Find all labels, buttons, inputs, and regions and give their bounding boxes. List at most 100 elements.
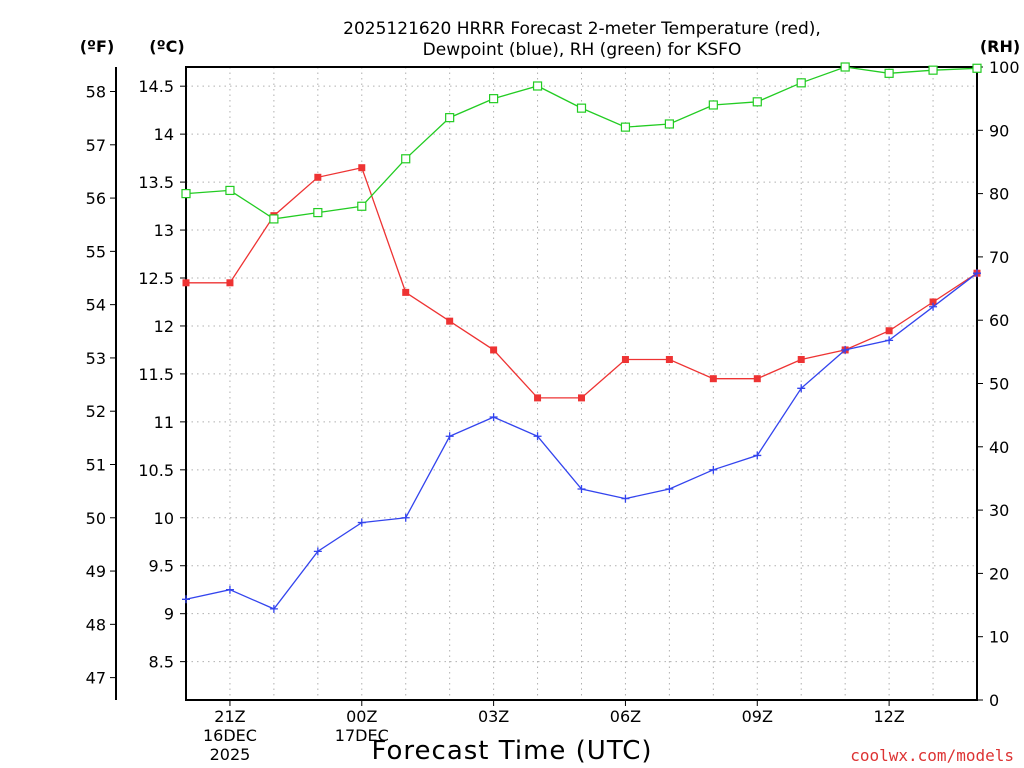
rh-point — [796, 78, 806, 88]
chart-title-line2: Dewpoint (blue), RH (green) for KSFO — [423, 40, 742, 60]
dewpoint-point — [489, 413, 498, 422]
fahrenheit-tick-label: 53 — [86, 349, 106, 368]
dewpoint-point — [577, 485, 586, 493]
celsius-tick-label: 12 — [154, 317, 174, 336]
rh-point — [445, 113, 455, 123]
dewpoint-point — [665, 485, 674, 493]
rh-point — [269, 214, 279, 224]
rh-point — [181, 189, 191, 199]
celsius-tick-label: 9.5 — [149, 557, 174, 576]
fahrenheit-tick-label: 56 — [86, 189, 106, 208]
rh-unit-label: (RH) — [980, 37, 1020, 56]
temperature-point — [182, 279, 190, 287]
temperature-point — [490, 346, 498, 354]
dewpoint-point — [445, 432, 454, 441]
rh-point — [225, 185, 235, 196]
fahrenheit-tick-label: 50 — [86, 509, 106, 528]
time-tick-label: 12Z — [873, 707, 904, 726]
fahrenheit-ticks: 47 48 49 50 51 52 53 54 55 56 57 58 — [86, 83, 116, 688]
credit-text: coolwx.com/models — [850, 746, 1014, 765]
temperature-point — [929, 298, 937, 306]
rh-point — [357, 201, 367, 211]
temperature-point — [885, 327, 893, 335]
fahrenheit-tick-label: 48 — [86, 615, 106, 634]
celsius-tick-label: 11.5 — [138, 365, 174, 384]
rh-point — [401, 154, 411, 164]
temperature-point — [797, 356, 805, 364]
rh-point — [576, 103, 587, 113]
temperature-point — [621, 356, 629, 364]
celsius-tick-label: 8.5 — [149, 653, 174, 672]
rh-tick-label: 70 — [989, 248, 1009, 267]
rh-tick-label: 40 — [989, 438, 1009, 457]
dewpoint-point — [313, 547, 322, 556]
time-tick-label: 09Z — [742, 707, 773, 726]
chart-title-line1: 2025121620 HRRR Forecast 2-meter Tempera… — [343, 19, 821, 39]
dewpoint-point — [401, 513, 410, 522]
rh-point — [664, 119, 674, 129]
rh-tick-label: 50 — [989, 375, 1009, 394]
fahrenheit-tick-label: 55 — [86, 242, 106, 261]
rh-tick-label: 60 — [989, 311, 1009, 330]
dewpoint-point — [797, 384, 806, 393]
time-tick-label: 06Z — [610, 707, 641, 726]
time-tick-label: 00Z — [346, 707, 377, 726]
rh-point — [928, 65, 938, 75]
celsius-tick-label: 10 — [154, 509, 174, 528]
series-dewpoint — [182, 269, 981, 613]
rh-tick-label: 10 — [989, 628, 1009, 647]
fahrenheit-tick-label: 49 — [86, 562, 106, 581]
celsius-tick-label: 14 — [154, 125, 174, 144]
gridlines — [186, 67, 977, 700]
rh-point — [972, 63, 982, 73]
fahrenheit-tick-label: 51 — [86, 455, 106, 474]
rh-point — [489, 94, 499, 104]
temperature-point — [446, 317, 454, 325]
celsius-ticks: 8.5 9 9.5 10 10.5 11 11.5 12 12.5 13 13.5 14 14.5 — [138, 77, 186, 672]
celsius-tick-label: 10.5 — [138, 461, 174, 480]
fahrenheit-tick-label: 57 — [86, 136, 106, 155]
rh-point — [532, 81, 543, 91]
dewpoint-point — [225, 585, 234, 594]
rh-tick-label: 80 — [989, 185, 1009, 204]
time-tick-label: 21Z — [214, 707, 245, 726]
x-axis-title: Forecast Time (UTC) — [371, 736, 652, 766]
rh-tick-label: 100 — [989, 58, 1020, 77]
fahrenheit-unit-label: (ºF) — [80, 37, 115, 56]
temperature-point — [578, 394, 585, 402]
rh-point — [620, 122, 631, 132]
temperature-point — [709, 375, 717, 383]
temperature-point — [753, 375, 761, 383]
dewpoint-point — [973, 269, 981, 278]
celsius-tick-label: 9 — [164, 605, 174, 624]
temperature-point — [226, 279, 234, 287]
fahrenheit-tick-label: 58 — [86, 83, 106, 102]
temperature-point — [665, 356, 673, 364]
dewpoint-point — [841, 345, 850, 354]
fahrenheit-tick-label: 47 — [86, 669, 106, 688]
rh-point — [884, 68, 894, 78]
temperature-point — [358, 164, 366, 172]
celsius-tick-label: 12.5 — [138, 269, 174, 288]
dewpoint-point — [621, 494, 630, 503]
temperature-point — [402, 288, 410, 296]
rh-point — [752, 97, 762, 107]
dewpoint-point — [269, 604, 278, 613]
temperature-point — [534, 394, 542, 402]
rh-tick-label: 30 — [989, 501, 1009, 520]
rh-point — [313, 207, 323, 218]
time-tick-label: 16DEC — [203, 726, 257, 745]
rh-ticks: 0 10 20 30 40 50 60 70 80 90 100 — [977, 58, 1020, 710]
dewpoint-point — [709, 465, 718, 474]
fahrenheit-tick-label: 54 — [86, 296, 106, 315]
time-tick-label: 2025 — [210, 745, 251, 764]
series-rh — [181, 62, 982, 224]
dewpoint-point — [885, 336, 894, 345]
dewpoint-point — [357, 518, 366, 527]
dewpoint-point — [929, 302, 938, 311]
rh-tick-label: 0 — [989, 691, 999, 710]
fahrenheit-tick-label: 52 — [86, 402, 106, 421]
time-tick-label: 03Z — [478, 707, 509, 726]
